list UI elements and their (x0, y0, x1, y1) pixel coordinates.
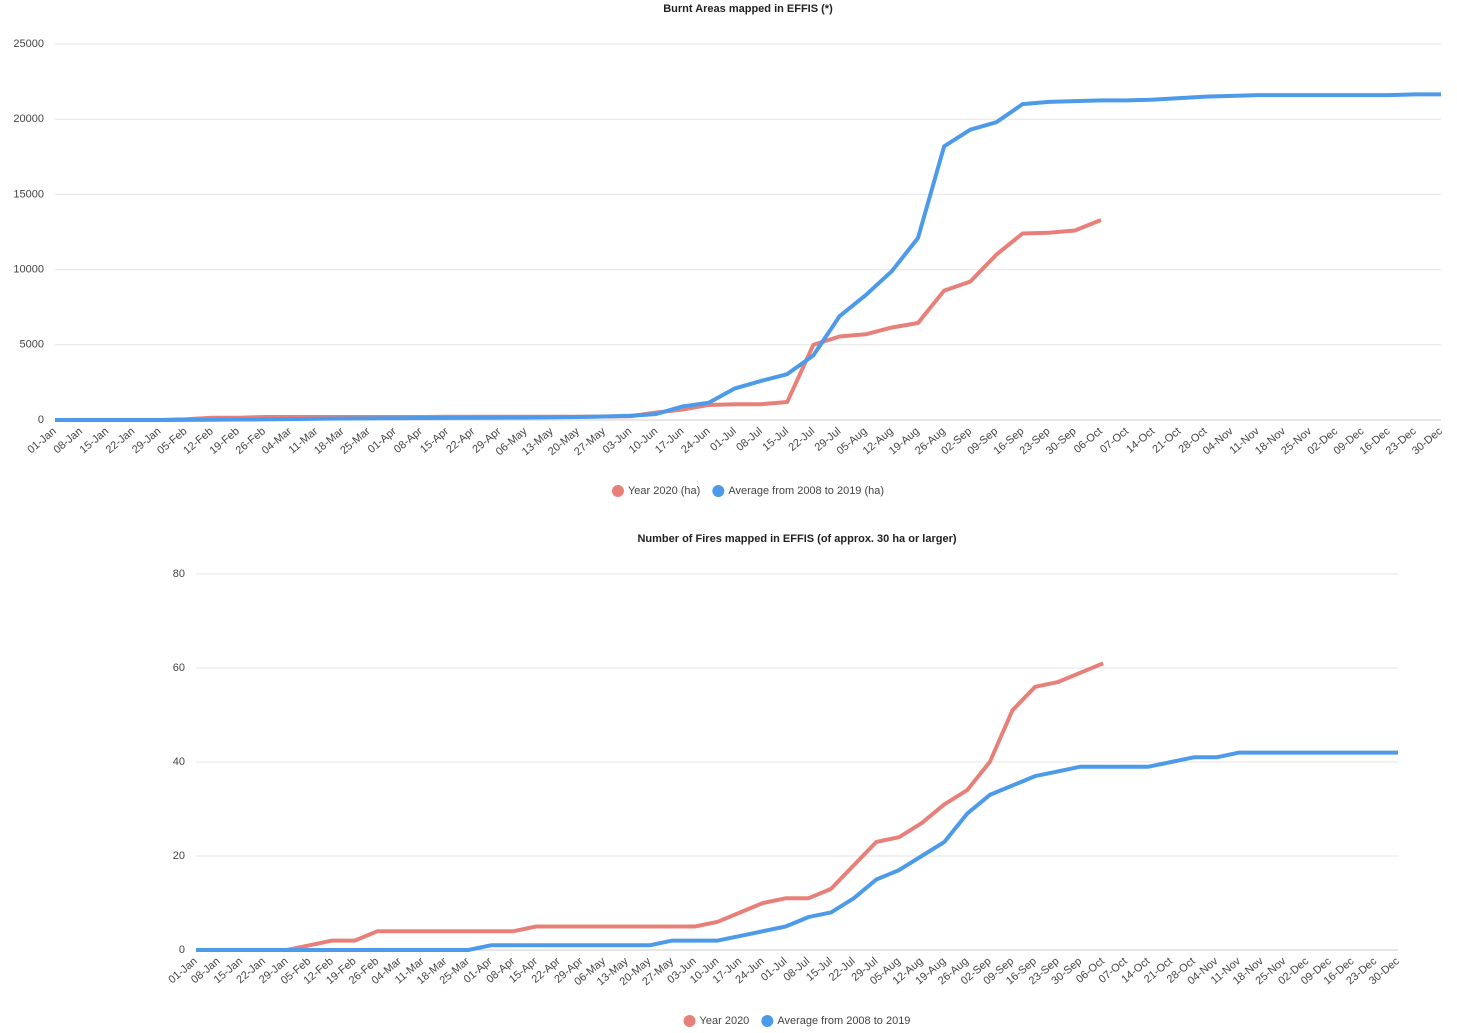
line-series (196, 750, 1398, 952)
y-tick-label: 80 (173, 568, 185, 580)
line-series (196, 661, 1104, 952)
x-tick-label: 07-Oct (1098, 425, 1131, 455)
x-tick-label: 21-Oct (1150, 425, 1183, 455)
x-tick-label: 01-Jan (25, 425, 58, 456)
x-tick-label: 04-Mar (260, 425, 295, 457)
legend: Year 2020 Average from 2008 to 2019 (683, 1015, 910, 1027)
x-tick-label: 01-Jul (708, 425, 739, 453)
x-tick-label: 17-Jun (653, 425, 686, 456)
y-tick-label: 20000 (13, 113, 44, 125)
legend-marker (761, 1015, 774, 1027)
legend-marker (611, 485, 624, 497)
x-tick-label: 15-Jan (78, 425, 111, 456)
legend-marker (683, 1015, 696, 1027)
x-tick-label: 30-Sep (1044, 425, 1079, 457)
x-tick-label: 22-Jul (787, 425, 818, 453)
x-tick-label: 01-Apr (366, 425, 399, 456)
x-tick-label: 22-Apr (444, 425, 477, 456)
x-tick-label: 22-Jan (104, 425, 137, 456)
x-tick-label: 03-Jun (601, 425, 634, 456)
y-tick-label: 40 (173, 756, 185, 768)
line-series (55, 92, 1441, 422)
y-tick-label: 0 (38, 414, 44, 426)
y-tick-label: 60 (173, 662, 185, 674)
legend-label: Year 2020 (700, 1015, 750, 1027)
x-tick-label: 25-Mar (338, 425, 373, 457)
x-tick-label: 15-Jul (760, 425, 791, 453)
legend: Year 2020 (ha) Average from 2008 to 2019 … (611, 485, 884, 497)
chart-title: Burnt Areas mapped in EFFIS (*) (663, 3, 833, 15)
y-tick-label: 0 (179, 944, 185, 956)
line-series (55, 218, 1102, 422)
x-tick-label: 24-Jun (679, 425, 712, 456)
y-tick-label: 15000 (13, 188, 44, 200)
legend-label: Average from 2008 to 2019 (ha) (728, 485, 884, 497)
chart-title: Number of Fires mapped in EFFIS (of appr… (637, 533, 956, 545)
y-tick-label: 10000 (13, 264, 44, 276)
x-tick-label: 08-Jan (51, 425, 84, 456)
y-tick-label: 5000 (20, 339, 44, 351)
x-tick-label: 06-Oct (1072, 425, 1105, 455)
y-tick-label: 25000 (13, 38, 44, 50)
legend-label: Year 2020 (ha) (628, 485, 700, 497)
x-tick-label: 08-Jul (734, 425, 765, 453)
y-tick-label: 20 (173, 850, 185, 862)
x-tick-label: 30-Dec (1410, 425, 1445, 457)
x-tick-label: 10-Jun (627, 425, 660, 456)
legend-label: Average from 2008 to 2019 (777, 1015, 910, 1027)
x-tick-label: 15-Apr (418, 425, 451, 456)
x-tick-label: 14-Oct (1124, 425, 1157, 455)
x-tick-label: 08-Apr (392, 425, 425, 456)
legend-marker (712, 485, 725, 497)
